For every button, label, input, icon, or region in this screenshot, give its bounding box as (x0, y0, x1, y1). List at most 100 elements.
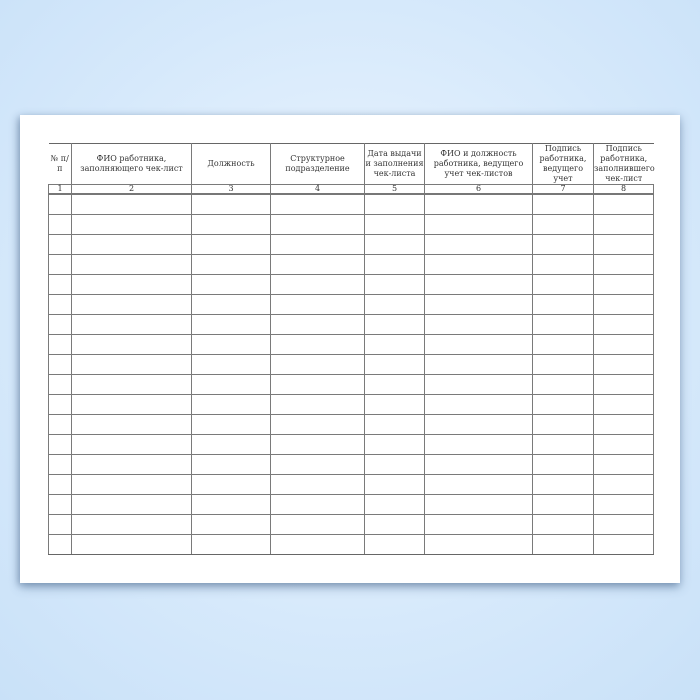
empty-cell (191, 254, 271, 275)
empty-cell (593, 474, 654, 495)
empty-cell (270, 214, 365, 235)
empty-cell (424, 454, 533, 475)
empty-cell (48, 534, 72, 555)
empty-cell (71, 354, 192, 375)
empty-cell (532, 374, 594, 395)
empty-cell (191, 514, 271, 535)
column-header: № п/п (48, 143, 72, 185)
table-row (48, 494, 654, 515)
table-row (48, 254, 654, 275)
empty-cell (593, 494, 654, 515)
empty-cell (364, 274, 425, 295)
empty-cell (270, 274, 365, 295)
empty-cell (270, 434, 365, 455)
empty-cell (424, 193, 533, 215)
empty-cell (191, 274, 271, 295)
empty-cell (532, 254, 594, 275)
table-row (48, 394, 654, 415)
empty-cell (270, 534, 365, 555)
empty-cell (48, 454, 72, 475)
empty-cell (593, 274, 654, 295)
empty-cell (593, 193, 654, 215)
empty-cell (424, 354, 533, 375)
empty-cell (270, 193, 365, 215)
empty-cell (48, 414, 72, 435)
column-number: 8 (593, 184, 654, 195)
empty-cell (364, 193, 425, 215)
empty-cell (532, 354, 594, 375)
empty-cell (270, 514, 365, 535)
empty-cell (424, 494, 533, 515)
empty-cell (532, 294, 594, 315)
table-row (48, 234, 654, 255)
column-number: 6 (424, 184, 533, 195)
empty-cell (364, 414, 425, 435)
empty-cell (48, 254, 72, 275)
empty-cell (424, 254, 533, 275)
empty-cell (191, 394, 271, 415)
empty-cell (532, 454, 594, 475)
empty-cell (270, 314, 365, 335)
empty-cell (270, 234, 365, 255)
empty-cell (191, 334, 271, 355)
empty-cell (424, 274, 533, 295)
empty-cell (270, 454, 365, 475)
empty-cell (191, 234, 271, 255)
empty-cell (48, 514, 72, 535)
empty-cell (593, 374, 654, 395)
empty-cell (593, 314, 654, 335)
empty-cell (270, 334, 365, 355)
empty-cell (71, 414, 192, 435)
empty-cell (364, 294, 425, 315)
empty-cell (270, 394, 365, 415)
empty-cell (191, 294, 271, 315)
column-header: ФИО работника, заполняющего чек-лист (71, 143, 192, 185)
empty-cell (364, 534, 425, 555)
table-row (48, 514, 654, 535)
empty-cell (593, 514, 654, 535)
empty-cell (191, 494, 271, 515)
column-number: 7 (532, 184, 594, 195)
table-row (48, 474, 654, 495)
table-row (48, 274, 654, 295)
empty-cell (424, 434, 533, 455)
column-header: Подпись работника, ведущего учет (532, 143, 594, 185)
empty-cell (191, 454, 271, 475)
empty-cell (191, 434, 271, 455)
empty-cell (71, 534, 192, 555)
empty-cell (270, 294, 365, 315)
column-header: Дата выдачи и заполнения чек-листа (364, 143, 425, 185)
empty-cell (593, 354, 654, 375)
empty-cell (71, 234, 192, 255)
empty-cell (71, 474, 192, 495)
empty-cell (424, 214, 533, 235)
empty-cell (191, 354, 271, 375)
empty-cell (532, 414, 594, 435)
column-number: 4 (270, 184, 365, 195)
empty-cell (364, 334, 425, 355)
empty-cell (71, 374, 192, 395)
column-number: 3 (191, 184, 271, 195)
empty-cell (424, 334, 533, 355)
header-row: № п/п ФИО работника, заполняющего чек-ли… (48, 143, 655, 185)
column-header: ФИО и должность работника, ведущего учет… (424, 143, 533, 185)
table-row (48, 434, 654, 455)
column-number: 2 (71, 184, 192, 195)
empty-cell (532, 274, 594, 295)
empty-cell (593, 214, 654, 235)
empty-cell (364, 314, 425, 335)
empty-cell (532, 474, 594, 495)
empty-cell (71, 454, 192, 475)
column-header: Подпись работника, заполнившего чек-лист (593, 143, 655, 185)
empty-cell (424, 294, 533, 315)
empty-cell (71, 494, 192, 515)
empty-cell (48, 334, 72, 355)
empty-cell (364, 254, 425, 275)
empty-cell (48, 234, 72, 255)
empty-cell (71, 193, 192, 215)
empty-cell (48, 474, 72, 495)
empty-cell (424, 534, 533, 555)
form-sheet: № п/п ФИО работника, заполняющего чек-ли… (20, 115, 680, 583)
empty-cell (270, 374, 365, 395)
empty-cell (364, 474, 425, 495)
